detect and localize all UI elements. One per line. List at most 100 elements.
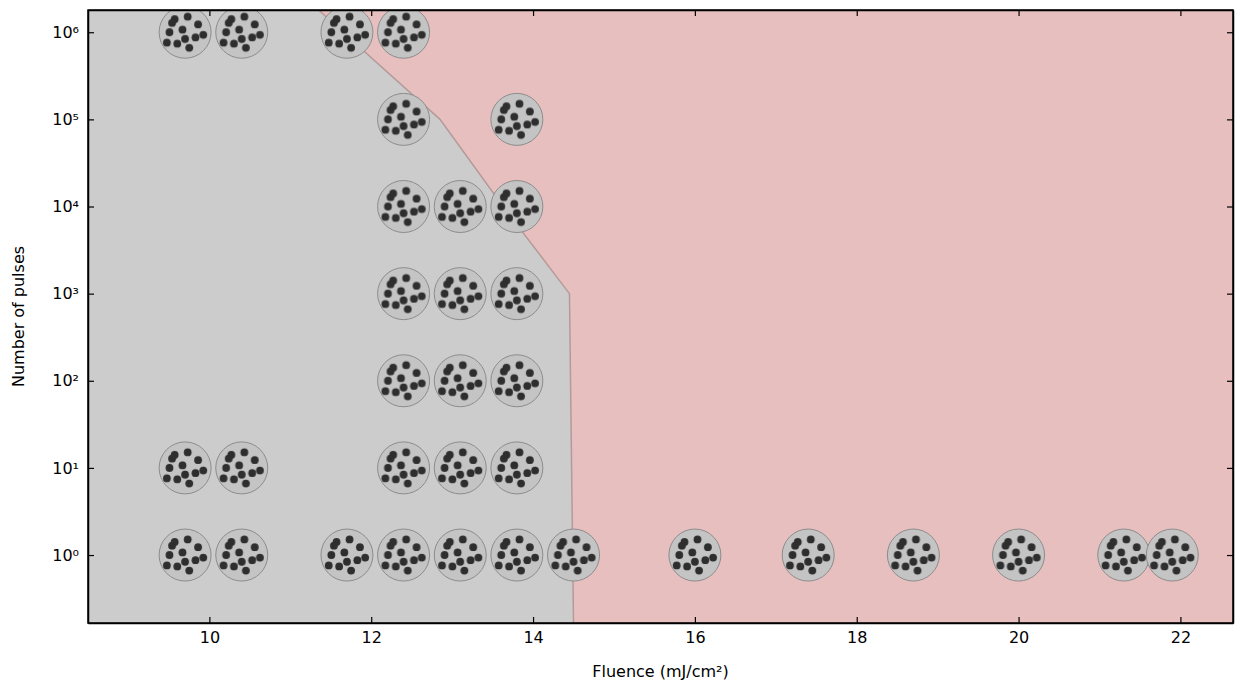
tick: 14 <box>523 617 543 647</box>
tick-mark <box>371 617 372 623</box>
tick <box>695 10 696 16</box>
tick-mark <box>1227 555 1233 556</box>
tick <box>1227 119 1233 120</box>
thumbnail <box>669 529 721 581</box>
tick-label: 10³ <box>52 284 79 303</box>
tick: 12 <box>362 617 382 647</box>
thumbnail <box>491 355 543 407</box>
thumbnail <box>434 529 486 581</box>
thumbnail <box>782 529 834 581</box>
tick <box>533 10 534 16</box>
thumbnail <box>491 268 543 320</box>
thumbnail <box>1098 529 1150 581</box>
tick <box>1227 381 1233 382</box>
thumbnail <box>434 181 486 233</box>
tick <box>1019 10 1020 16</box>
tick-mark <box>857 617 858 623</box>
thumbnail <box>491 181 543 233</box>
plot-area <box>88 10 1198 623</box>
thumbnail <box>378 268 430 320</box>
tick: 22 <box>1171 617 1191 647</box>
tick-mark <box>88 206 94 207</box>
tick-mark <box>1227 119 1233 120</box>
tick-label: 10 <box>200 628 220 647</box>
thumbnail <box>321 529 373 581</box>
tick-mark <box>1018 10 1019 16</box>
thumbnail <box>887 529 939 581</box>
tick: 16 <box>685 617 705 647</box>
tick-mark <box>1227 381 1233 382</box>
tick-mark <box>533 617 534 623</box>
xticks-axis: 10 12 14 16 18 20 22 <box>89 617 1234 647</box>
region-boundary <box>319 10 574 623</box>
thumbnail <box>378 93 430 145</box>
tick <box>1227 207 1233 208</box>
thumbnail <box>378 442 430 494</box>
thumbnail <box>548 529 600 581</box>
tick <box>1227 468 1233 469</box>
thumbnail <box>491 529 543 581</box>
tick: 18 <box>847 617 867 647</box>
tick-mark <box>1180 10 1181 16</box>
tick-label: 22 <box>1171 628 1191 647</box>
thumbnail <box>491 93 543 145</box>
thumbnail <box>378 181 430 233</box>
tick-label: 12 <box>362 628 382 647</box>
x-axis-title: Fluence (mJ/cm²) <box>592 662 728 681</box>
tick-mark <box>695 10 696 16</box>
thumbnail <box>216 529 268 581</box>
thumbnail <box>216 442 268 494</box>
tick-mark <box>371 10 372 16</box>
thumbnail <box>491 442 543 494</box>
tick-label: 20 <box>1009 628 1029 647</box>
chart: 1012141618202210⁰10¹10²10³10⁴10⁵10⁶Fluen… <box>0 0 1240 691</box>
tick-mark <box>209 617 210 623</box>
tick-label: 14 <box>523 628 543 647</box>
tick-label: 18 <box>847 628 867 647</box>
xticks-axis <box>89 10 1234 16</box>
thumbnail <box>378 355 430 407</box>
tick-label: 16 <box>685 628 705 647</box>
tick-mark <box>533 10 534 16</box>
tick-mark <box>695 617 696 623</box>
plot-background <box>88 10 1233 623</box>
tick-mark <box>1227 206 1233 207</box>
plot-frame <box>88 10 1233 623</box>
thumbnail <box>321 10 373 58</box>
tick-mark <box>88 294 94 295</box>
tick <box>1227 32 1233 33</box>
thumbnail <box>434 268 486 320</box>
region-fill <box>88 10 574 623</box>
tick <box>1180 10 1181 16</box>
tick-label: 10⁰ <box>52 546 79 565</box>
thumbnail <box>159 442 211 494</box>
tick-mark <box>1018 617 1019 623</box>
thumbnail <box>1146 529 1198 581</box>
tick-mark <box>1227 468 1233 469</box>
tick: 20 <box>1009 617 1029 647</box>
thumbnail <box>993 529 1045 581</box>
thumbnail <box>159 529 211 581</box>
tick-mark <box>209 10 210 16</box>
thumbnail <box>216 10 268 58</box>
thumbnail <box>378 529 430 581</box>
tick-mark <box>1227 32 1233 33</box>
thumbnail <box>159 10 211 58</box>
thumbnail <box>434 442 486 494</box>
tick-mark <box>88 32 94 33</box>
thumbnail <box>434 355 486 407</box>
tick-label: 10⁵ <box>52 110 79 129</box>
tick-mark <box>88 381 94 382</box>
tick-mark <box>857 10 858 16</box>
tick-label: 10⁴ <box>52 197 79 216</box>
tick-label: 10¹ <box>52 459 79 478</box>
tick <box>209 10 210 16</box>
y-axis-title: Number of pulses <box>9 246 28 387</box>
tick-mark <box>88 555 94 556</box>
thumbnail <box>378 10 430 58</box>
tick-mark <box>88 119 94 120</box>
tick-label: 10² <box>52 371 79 390</box>
tick <box>857 10 858 16</box>
tick <box>1227 555 1233 556</box>
tick: 10 <box>200 617 220 647</box>
